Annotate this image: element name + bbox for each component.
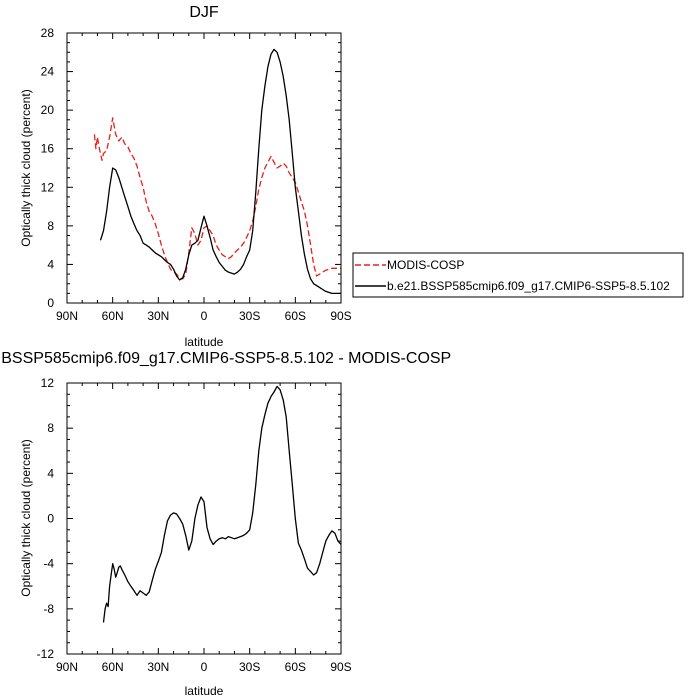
top-chart-series-line-1 — [99, 48, 341, 295]
bottom-chart-y-axis-label: Optically thick cloud (percent) — [19, 439, 33, 596]
top-chart-x-axis-label: latitude — [185, 335, 224, 349]
top-chart-x-tick-label: 60N — [102, 309, 124, 323]
top-chart-frame — [66, 32, 342, 304]
top-chart-y-tick-label: 8 — [47, 219, 54, 233]
top-chart-y-axis-label: Optically thick cloud (percent) — [19, 89, 33, 246]
bottom-chart-x-tick-label: 90S — [330, 660, 351, 674]
bottom-chart-series — [102, 385, 342, 623]
top-chart-x-tick-label: 60S — [285, 309, 306, 323]
bottom-chart-x-tick-label: 60S — [285, 660, 306, 674]
bottom-chart-y-tick-label: 4 — [47, 466, 54, 480]
bottom-chart-y-tick-label: 8 — [47, 421, 54, 435]
top-chart-y-tick-label: 12 — [41, 180, 55, 194]
bottom-chart-series-line-0 — [102, 385, 342, 623]
bottom-chart-title: b.e21.BSSP585cmip6.f09_g17.CMIP6-SSP5-8.… — [0, 350, 451, 367]
bottom-chart-y-ticks: -12 -8 -4 0 4 8 12 — [37, 376, 341, 661]
legend-label-modis-cosp: MODIS-COSP — [387, 258, 464, 272]
top-chart-series — [93, 48, 341, 295]
legend-frame — [352, 252, 684, 298]
bottom-chart-y-tick-label: -12 — [37, 647, 55, 661]
bottom-chart-y-tick-label: -4 — [43, 557, 54, 571]
top-chart-y-tick-label: 28 — [41, 26, 55, 40]
bottom-chart-panel: b.e21.BSSP585cmip6.f09_g17.CMIP6-SSP5-8.… — [0, 350, 451, 698]
bottom-chart-y-tick-label: 12 — [41, 376, 55, 390]
top-chart-x-tick-label: 90S — [330, 309, 351, 323]
bottom-chart-x-tick-label: 0 — [201, 660, 208, 674]
top-chart-y-ticks: 0 4 8 12 16 20 24 28 — [41, 26, 341, 310]
top-chart-y-tick-label: 4 — [47, 257, 54, 271]
top-chart-series-line-0 — [93, 117, 341, 280]
bottom-chart-x-tick-label: 60N — [102, 660, 124, 674]
top-chart-y-tick-label: 20 — [41, 103, 55, 117]
top-chart-x-tick-label: 30N — [147, 309, 169, 323]
top-chart-legend: MODIS-COSP b.e21.BSSP585cmip6.f09_g17.CM… — [352, 252, 684, 298]
bottom-chart-x-ticks: 90N 60N 30N 0 30S 60S 90S — [56, 383, 352, 674]
top-chart-x-tick-label: 0 — [201, 309, 208, 323]
bottom-chart-frame — [66, 382, 342, 655]
top-chart-y-tick-label: 16 — [41, 142, 55, 156]
top-chart-y-tick-label: 0 — [47, 296, 54, 310]
bottom-chart-x-tick-label: 30S — [239, 660, 260, 674]
top-chart-x-tick-label: 30S — [239, 309, 260, 323]
legend-label-model: b.e21.BSSP585cmip6.f09_g17.CMIP6-SSP5-8.… — [387, 279, 670, 293]
bottom-chart-x-tick-label: 90N — [56, 660, 78, 674]
top-chart-x-tick-label: 90N — [56, 309, 78, 323]
top-chart-y-tick-label: 24 — [41, 65, 55, 79]
bottom-chart-x-tick-label: 30N — [147, 660, 169, 674]
top-chart-x-ticks: 90N 60N 30N 0 30S 60S 90S — [56, 33, 352, 323]
top-chart-panel: DJF 90N 60N 30N 0 30S 60S 90S 0 4 8 12 16 20 24 28 la… — [19, 4, 352, 349]
bottom-chart-y-tick-label: -8 — [43, 602, 54, 616]
top-chart-title: DJF — [189, 4, 219, 21]
bottom-chart-y-tick-label: 0 — [47, 512, 54, 526]
bottom-chart-x-axis-label: latitude — [185, 684, 224, 698]
